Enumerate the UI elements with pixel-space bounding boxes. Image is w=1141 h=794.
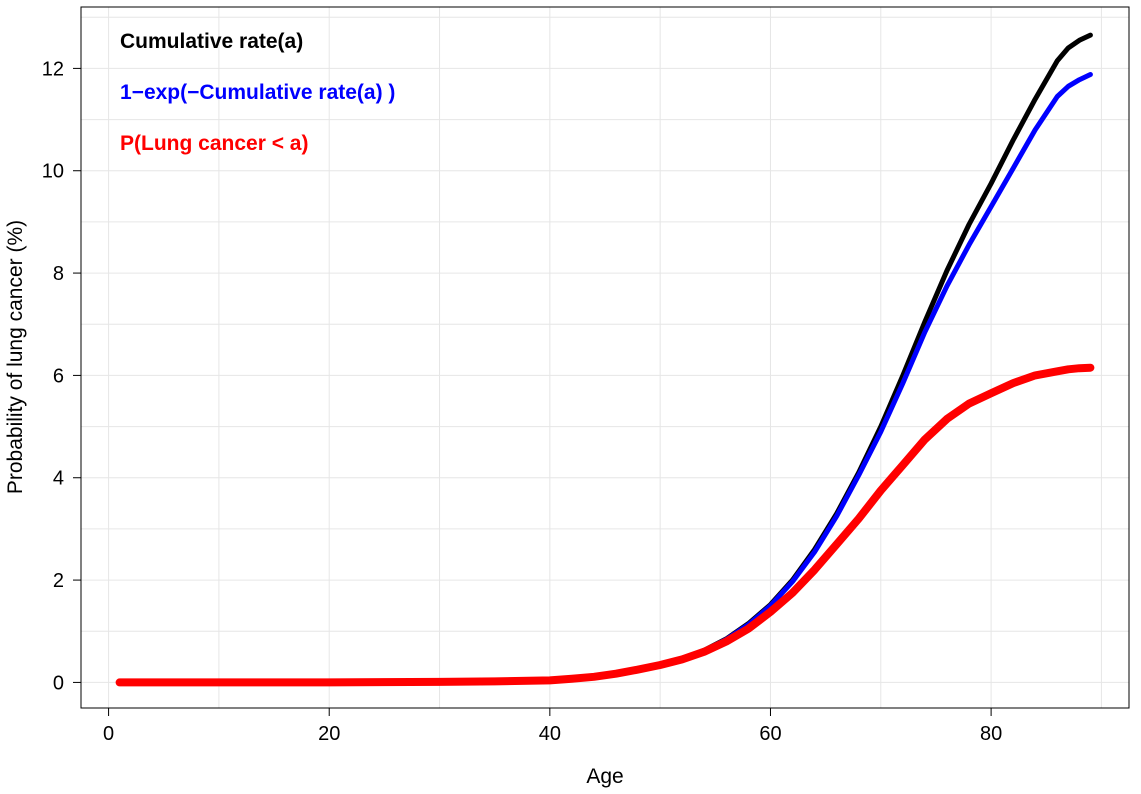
legend-entry-3: P(Lung cancer < a) xyxy=(120,132,308,155)
legend: Cumulative rate(a) 1−exp(−Cumulative rate… xyxy=(120,30,395,155)
x-tick-label: 80 xyxy=(980,723,1002,745)
x-tick-label: 60 xyxy=(759,723,781,745)
y-tick-label: 2 xyxy=(53,570,64,592)
plot-area-border xyxy=(80,6,1130,709)
y-tick-label: 8 xyxy=(53,263,64,285)
gridlines xyxy=(81,7,1129,708)
y-axis: 0 2 4 6 8 10 12 xyxy=(42,58,81,694)
series-lines xyxy=(115,32,1095,687)
x-tick-label: 0 xyxy=(103,723,114,745)
y-tick-label: 0 xyxy=(53,672,64,694)
x-axis: 0 20 40 60 80 xyxy=(103,708,1002,745)
y-axis-title: Probability of lung cancer (%) xyxy=(4,220,27,494)
x-tick-label: 40 xyxy=(539,723,561,745)
y-tick-label: 12 xyxy=(42,58,64,80)
x-tick-label: 20 xyxy=(318,723,340,745)
y-tick-label: 6 xyxy=(53,365,64,387)
y-tick-label: 10 xyxy=(42,161,64,183)
legend-entry-2: 1−exp(−Cumulative rate(a) ) xyxy=(120,81,395,104)
y-tick-label: 4 xyxy=(53,468,64,490)
series-line-2 xyxy=(117,72,1093,685)
legend-entry-1: Cumulative rate(a) xyxy=(120,30,303,53)
series-line-3 xyxy=(115,363,1095,687)
x-axis-title: Age xyxy=(586,765,623,788)
